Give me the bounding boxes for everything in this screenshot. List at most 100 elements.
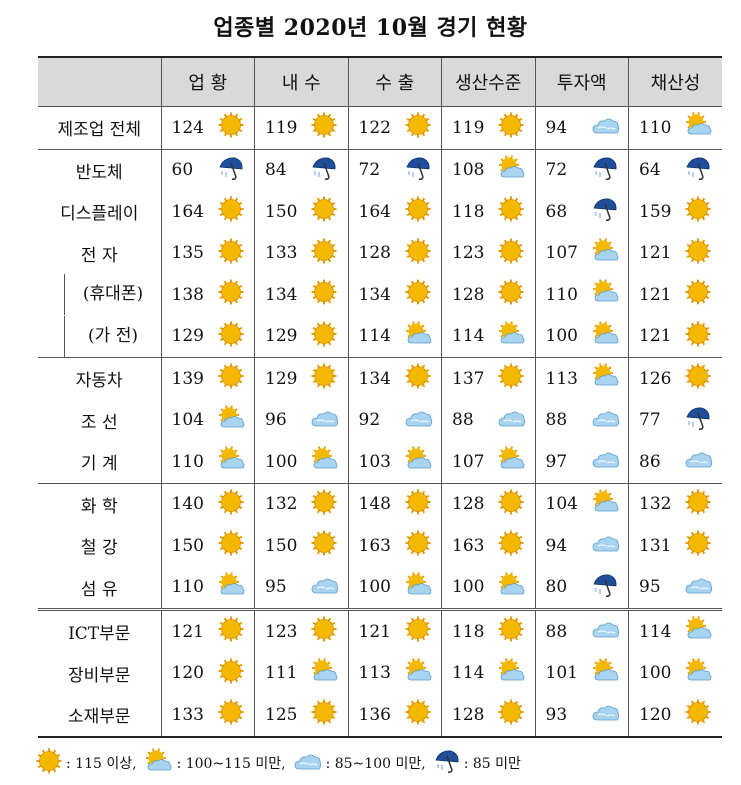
row-label: 조 선 (80, 412, 118, 433)
row-label: ICT부문 (38, 608, 161, 653)
partly-weather-icon (218, 446, 246, 477)
table-cell: 100 (441, 566, 535, 610)
row-label: 디스플레이 (60, 204, 139, 225)
table-cell: 72 (534, 148, 629, 191)
sun-weather-icon (311, 616, 337, 647)
table-cell: 126 (628, 357, 722, 400)
cell-value: 110 (639, 117, 672, 138)
legend-item: : 85~100 미만, (294, 750, 426, 776)
table-cell: 134 (254, 274, 348, 316)
cell-value: 122 (358, 117, 391, 138)
partly-weather-icon (218, 404, 246, 436)
table-row: (휴대폰) 138 134 134 128 110 121 (38, 274, 722, 316)
table-cell: 60 (160, 148, 255, 191)
table-cell: 111 (254, 652, 348, 694)
sun-weather-icon (218, 321, 244, 352)
sun-weather-icon (498, 112, 524, 143)
header-export: 수 출 (347, 56, 442, 107)
sun-weather-icon (498, 196, 524, 227)
table-cell: 103 (347, 441, 442, 483)
umbrella-weather-icon (592, 196, 618, 227)
cell-value: 111 (265, 663, 298, 684)
sun-weather-icon (685, 238, 711, 269)
table-cell: 114 (441, 315, 535, 358)
sun-weather-icon (311, 363, 337, 394)
partly-weather-icon (218, 571, 246, 603)
table-row: 반도체 60 84 72 108 72 64 (38, 148, 722, 191)
cell-value: 121 (639, 326, 672, 347)
partly-weather-icon (498, 320, 526, 352)
sun-weather-icon (405, 616, 431, 647)
sun-weather-icon (218, 530, 244, 561)
partly-weather-icon (405, 571, 433, 603)
sun-weather-icon (498, 616, 524, 647)
table-cell: 125 (254, 694, 348, 738)
table-cell: 163 (347, 525, 442, 567)
cell-value: 128 (358, 243, 391, 264)
umbrella-weather-icon (685, 155, 711, 186)
table-cell: 150 (254, 191, 348, 233)
cell-value: 107 (452, 451, 485, 472)
table-row: 장비부문 120 111 113 114 101 100 (38, 652, 722, 694)
table-row: 철 강 150 150 163 163 94 131 (38, 525, 722, 567)
cell-value: 137 (452, 368, 485, 389)
table-cell: 121 (628, 274, 722, 316)
sun-weather-icon (685, 196, 711, 227)
cell-value: 64 (639, 160, 661, 181)
cell-value: 100 (452, 577, 485, 598)
table-cell: 92 (347, 399, 442, 441)
cell-value: 124 (171, 117, 204, 138)
table-cell: 72 (347, 148, 442, 191)
table-cell: 110 (160, 566, 255, 610)
table-cell: 108 (441, 148, 535, 191)
table-cell: 134 (347, 357, 442, 400)
cell-value: 94 (545, 535, 568, 556)
partly-weather-icon (405, 320, 433, 352)
table-cell: 121 (160, 608, 255, 653)
legend-item: : 100~115 미만, (145, 748, 286, 778)
table-cell: 124 (160, 106, 255, 150)
table-cell: 150 (254, 525, 348, 567)
table-cell: 97 (534, 441, 629, 483)
cell-value: 139 (171, 368, 204, 389)
cell-value: 134 (358, 284, 391, 305)
cell-value: 123 (265, 621, 298, 642)
row-label: (휴대폰) (38, 274, 161, 316)
header-investment: 투자액 (534, 56, 629, 107)
table-row: 디스플레이 164 150 164 118 68 159 (38, 191, 722, 233)
sun-weather-icon (218, 238, 244, 269)
table-cell: 86 (628, 441, 722, 483)
cloud-weather-icon (592, 618, 620, 645)
table-cell: 107 (534, 232, 629, 274)
cell-value: 148 (358, 494, 391, 515)
table-cell: 77 (628, 399, 722, 441)
cell-value: 129 (171, 326, 204, 347)
table-row: (가 전) 129 129 114 114 100 121 (38, 315, 722, 358)
legend-item: : 115 이상, (36, 748, 137, 778)
partly-weather-icon (592, 320, 620, 352)
cell-value: 121 (639, 284, 672, 305)
cell-value: 131 (639, 535, 672, 556)
partly-weather-icon (592, 279, 620, 310)
partly-weather-icon (311, 657, 339, 689)
cloud-weather-icon (405, 407, 433, 434)
row-label: 자동차 (38, 357, 161, 400)
sun-weather-icon (311, 279, 337, 310)
cell-value: 150 (171, 535, 204, 556)
table-cell: 88 (534, 399, 629, 441)
cloud-weather-icon (592, 448, 620, 475)
sun-weather-icon (685, 321, 711, 352)
cell-value: 97 (545, 451, 568, 472)
legend-text: : 85 미만 (463, 756, 521, 772)
cell-value: 163 (358, 535, 391, 556)
sun-weather-icon (405, 699, 431, 730)
cloud-weather-icon (498, 407, 526, 434)
partly-weather-icon (405, 657, 433, 689)
cell-value: 133 (265, 243, 298, 264)
sun-weather-icon (685, 363, 711, 394)
sun-weather-icon (498, 363, 524, 394)
table-cell: 121 (347, 608, 442, 653)
cell-value: 125 (265, 704, 298, 725)
cell-value: 95 (639, 577, 661, 598)
sun-weather-icon (311, 530, 337, 561)
